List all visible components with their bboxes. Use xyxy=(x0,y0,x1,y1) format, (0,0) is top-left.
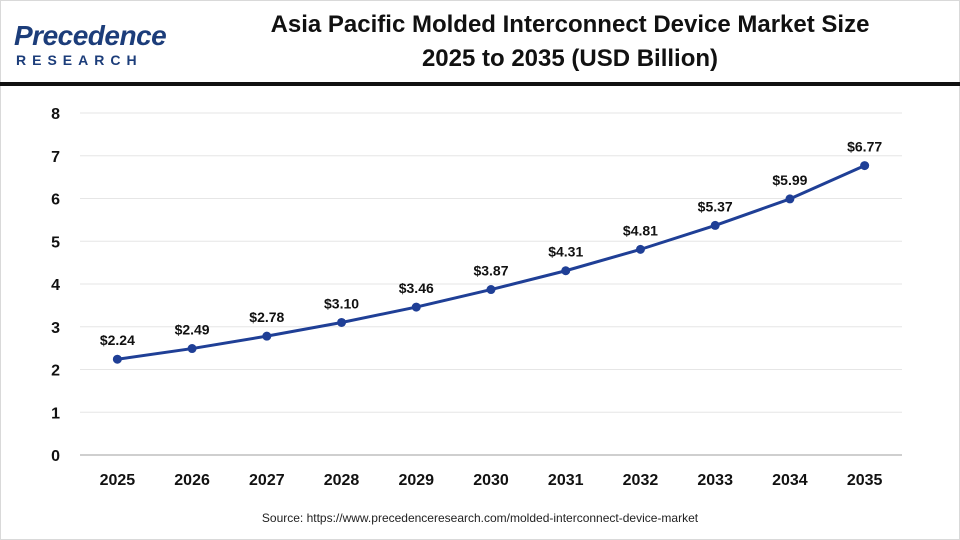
logo-subtitle: RESEARCH xyxy=(16,52,143,68)
data-label: $2.78 xyxy=(249,309,284,325)
data-label: $2.49 xyxy=(175,322,210,338)
data-point xyxy=(187,344,197,354)
title-divider xyxy=(0,82,960,86)
data-label: $5.37 xyxy=(698,198,733,214)
y-tick-label: 2 xyxy=(51,363,60,380)
source-note: Source: https://www.precedenceresearch.c… xyxy=(261,511,699,525)
x-tick-label: 2032 xyxy=(623,472,659,489)
data-point xyxy=(635,244,645,254)
x-tick-label: 2028 xyxy=(324,472,360,489)
y-tick-label: 1 xyxy=(51,405,60,422)
x-tick-label: 2033 xyxy=(697,472,733,489)
data-point xyxy=(411,302,421,312)
x-tick-label: 2025 xyxy=(100,472,136,489)
x-tick-label: 2034 xyxy=(772,472,808,489)
data-label: $3.87 xyxy=(473,263,508,279)
y-tick-label: 3 xyxy=(51,320,60,337)
chart-title: Asia Pacific Molded Interconnect Device … xyxy=(200,8,940,76)
y-tick-label: 8 xyxy=(51,106,60,123)
data-label: $3.10 xyxy=(324,295,359,311)
x-tick-label: 2030 xyxy=(473,472,509,489)
line-chart: 0 1 2 3 4 5 6 7 8 2025 2026 2027 2028 2029 2030 2031 203… xyxy=(51,106,902,489)
x-tick-label: 2031 xyxy=(548,472,584,489)
x-tick-label: 2029 xyxy=(398,472,434,489)
y-tick-label: 4 xyxy=(51,277,60,294)
y-tick-label: 0 xyxy=(51,448,60,465)
y-tick-label: 5 xyxy=(51,234,60,251)
x-tick-label: 2027 xyxy=(249,472,285,489)
data-point xyxy=(561,266,571,276)
precedence-research-logo: Precedence RESEARCH xyxy=(14,16,167,68)
data-point xyxy=(112,354,122,364)
data-point xyxy=(785,194,795,204)
data-label: $4.81 xyxy=(623,222,658,238)
data-label: $3.46 xyxy=(399,280,434,296)
chart-title-line-2: 2025 to 2035 (USD Billion) xyxy=(421,45,719,72)
data-label: $4.31 xyxy=(548,244,583,260)
data-point xyxy=(710,220,720,230)
data-label: $5.99 xyxy=(772,172,807,188)
x-tick-label: 2026 xyxy=(174,472,210,489)
data-label: $2.24 xyxy=(100,332,135,348)
data-point xyxy=(486,285,496,295)
x-tick-label: 2035 xyxy=(847,472,883,489)
data-label: $6.77 xyxy=(847,139,882,155)
data-point xyxy=(262,331,272,341)
chart-title-line-1: Asia Pacific Molded Interconnect Device … xyxy=(270,11,870,38)
data-point xyxy=(860,161,870,171)
data-point xyxy=(337,317,347,327)
y-tick-label: 7 xyxy=(51,149,60,166)
y-tick-label: 6 xyxy=(51,192,60,209)
logo-wordmark: Precedence xyxy=(14,20,167,51)
